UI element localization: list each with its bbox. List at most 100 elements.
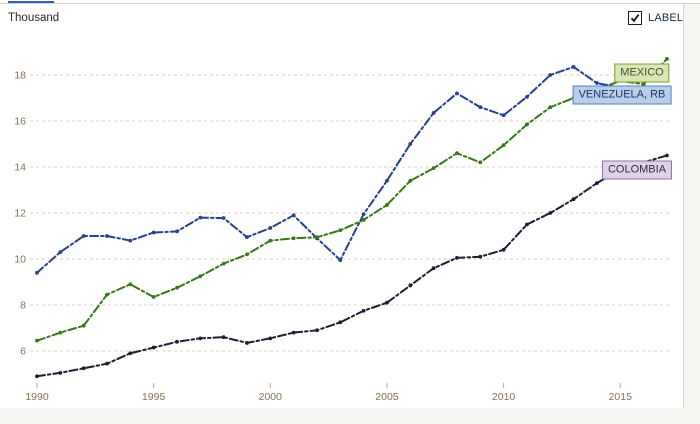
y-tick-label-18: 18 [14, 70, 26, 82]
data-point [128, 351, 133, 356]
data-point [455, 91, 459, 96]
x-tick-label-1990: 1990 [25, 391, 49, 403]
series-line-1 [36, 57, 668, 342]
data-point [198, 215, 203, 220]
x-tick-label-2000: 2000 [259, 391, 283, 403]
y-tick-label-16: 16 [14, 116, 26, 128]
data-point [245, 252, 249, 257]
data-point [431, 111, 436, 115]
x-tick-label-2010: 2010 [492, 391, 516, 403]
data-point [408, 178, 413, 183]
data-point [198, 274, 203, 279]
x-tick-label-2005: 2005 [375, 391, 399, 403]
data-point [548, 73, 553, 77]
data-point [315, 235, 319, 240]
data-point [408, 142, 413, 146]
data-point [151, 295, 156, 299]
y-tick-label-12: 12 [14, 208, 26, 220]
data-point [198, 336, 203, 341]
data-point [175, 339, 179, 344]
y-tick-label-10: 10 [14, 254, 26, 266]
x-tick-label-1995: 1995 [142, 391, 166, 403]
data-point [268, 336, 273, 341]
data-point [525, 122, 529, 127]
series-line-0 [36, 65, 645, 274]
data-point [455, 151, 459, 156]
data-point [338, 320, 343, 325]
data-point [408, 283, 413, 288]
data-point [245, 235, 249, 240]
data-point [641, 82, 646, 87]
data-point [665, 153, 669, 158]
data-point [58, 370, 63, 375]
data-point [105, 234, 109, 238]
data-point [501, 247, 506, 252]
x-tick-label-2015: 2015 [609, 391, 633, 403]
data-point [478, 160, 483, 165]
data-point [478, 254, 483, 259]
y-tick-label-8: 8 [20, 300, 26, 312]
data-point [455, 255, 459, 260]
data-point [35, 374, 39, 379]
data-point [595, 181, 599, 186]
data-point [385, 300, 389, 305]
data-point [431, 266, 436, 271]
data-point [128, 282, 133, 287]
data-point [338, 228, 343, 233]
right-divider [683, 4, 684, 424]
data-point [385, 203, 389, 207]
data-point [501, 113, 506, 118]
data-point [35, 270, 39, 275]
y-tick-label-14: 14 [14, 162, 26, 174]
data-point [548, 211, 553, 215]
data-point [361, 218, 366, 222]
data-point [268, 226, 273, 230]
data-point [175, 285, 179, 290]
data-point [385, 178, 389, 183]
data-point [525, 94, 529, 99]
data-point [151, 345, 156, 350]
data-point [81, 323, 86, 328]
data-point [35, 338, 39, 343]
data-point [361, 308, 366, 313]
data-point [338, 258, 343, 263]
series-label-mexico[interactable]: MEXICO [614, 63, 670, 83]
data-point [268, 238, 273, 243]
data-point [81, 366, 86, 371]
data-point [245, 341, 249, 345]
bottom-band [0, 408, 684, 424]
data-point [571, 197, 576, 202]
data-point [315, 328, 319, 333]
data-point [361, 212, 366, 217]
series-line-2 [36, 154, 668, 378]
data-point [58, 330, 63, 335]
label-checkbox-text: LABEL [648, 12, 684, 24]
data-point [291, 330, 296, 335]
data-point [221, 335, 226, 340]
data-point [128, 238, 133, 243]
series-label-venezuela[interactable]: VENEZUELA, RB [572, 85, 672, 105]
data-point [58, 250, 63, 255]
active-tab-indicator [8, 1, 54, 4]
data-point [431, 166, 436, 171]
y-tick-label-6: 6 [20, 346, 26, 358]
data-point [291, 236, 296, 241]
data-point [291, 213, 296, 218]
data-point [151, 230, 156, 235]
data-point [525, 222, 529, 227]
data-point [221, 261, 226, 266]
data-point [175, 229, 179, 234]
data-point [478, 105, 483, 110]
checkbox-checked-icon[interactable] [628, 11, 642, 25]
data-point [105, 292, 109, 297]
data-point [665, 57, 669, 61]
data-point [548, 105, 553, 110]
series-label-colombia[interactable]: COLOMBIA [601, 160, 673, 180]
data-point [571, 65, 576, 69]
data-point [595, 81, 599, 85]
y-axis-unit-label: Thousand [8, 12, 60, 24]
label-checkbox[interactable]: LABEL [628, 11, 683, 25]
right-panel [684, 4, 700, 424]
